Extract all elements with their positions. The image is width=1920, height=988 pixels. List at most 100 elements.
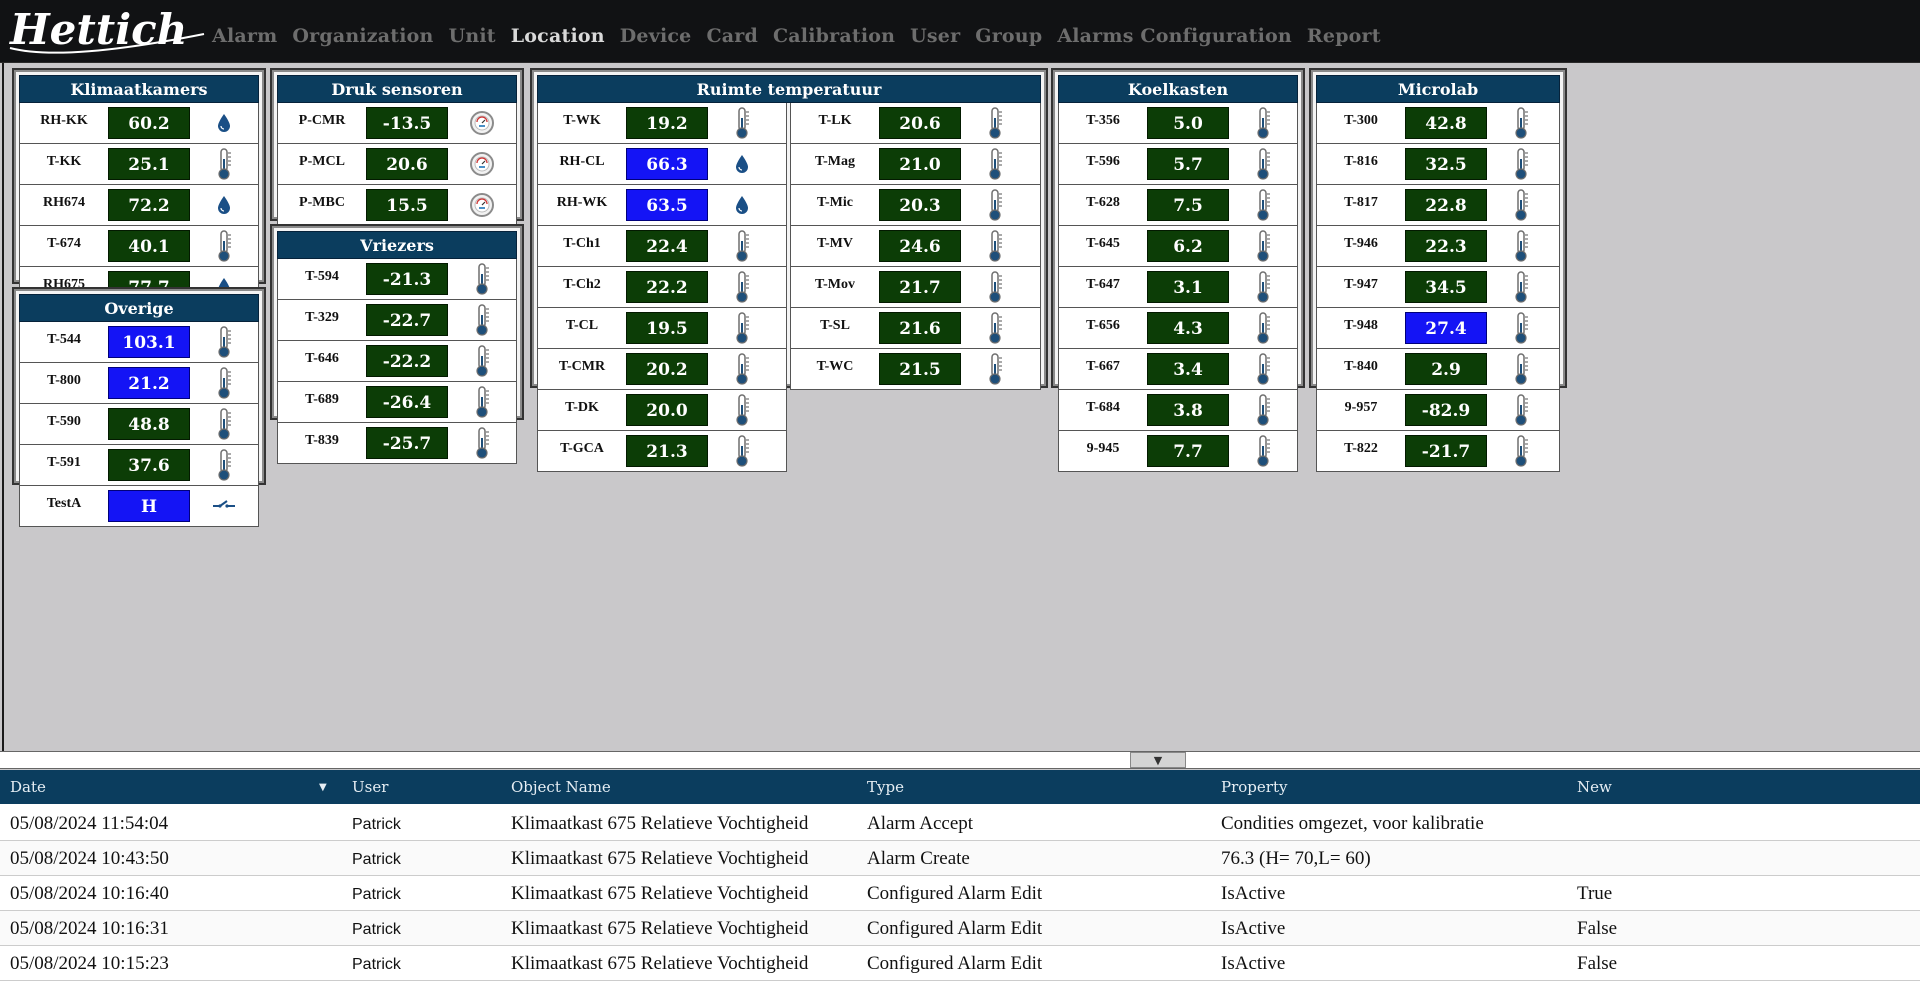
column-header-user[interactable]: User [352,778,389,796]
sensor-value[interactable]: 20.2 [626,353,708,385]
sensor-row[interactable]: T-596 5.7 [1058,144,1298,185]
sensor-value[interactable]: -22.7 [366,304,448,336]
sensor-row[interactable]: T-822 -21.7 [1316,431,1560,472]
nav-group[interactable]: Group [975,25,1043,47]
sensor-row[interactable]: T-948 27.4 [1316,308,1560,349]
sensor-value[interactable]: 21.6 [879,312,961,344]
column-header-property[interactable]: Property [1221,778,1288,796]
sensor-value[interactable]: 20.6 [879,107,961,139]
sensor-value[interactable]: 42.8 [1405,107,1487,139]
sensor-row[interactable]: T-GCA 21.3 [537,431,787,472]
sensor-value[interactable]: 21.3 [626,435,708,467]
sensor-row[interactable]: T-356 5.0 [1058,103,1298,144]
sensor-row[interactable]: T-591 37.6 [19,445,259,486]
sensor-value[interactable]: 2.9 [1405,353,1487,385]
sensor-value[interactable]: -25.7 [366,427,448,459]
column-header-date[interactable]: Date [10,778,46,796]
sensor-value[interactable]: 25.1 [108,148,190,180]
sensor-value[interactable]: 7.7 [1147,435,1229,467]
sensor-row[interactable]: TestA H [19,486,259,527]
sensor-value[interactable]: -26.4 [366,386,448,418]
sensor-row[interactable]: T-Ch1 22.4 [537,226,787,267]
column-header-type[interactable]: Type [867,778,904,796]
nav-alarms-configuration[interactable]: Alarms Configuration [1057,25,1292,47]
sensor-value[interactable]: 40.1 [108,230,190,262]
sensor-value[interactable]: 5.7 [1147,148,1229,180]
sensor-row[interactable]: RH-WK 63.5 [537,185,787,226]
sensor-value[interactable]: 22.8 [1405,189,1487,221]
column-header-object-name[interactable]: Object Name [511,778,611,796]
sensor-value[interactable]: 4.3 [1147,312,1229,344]
sensor-value[interactable]: H [108,490,190,522]
sensor-row[interactable]: T-647 3.1 [1058,267,1298,308]
table-row[interactable]: 05/08/2024 10:16:31 Patrick Klimaatkast 67… [0,911,1920,946]
sensor-row[interactable]: T-MV 24.6 [790,226,1041,267]
sensor-value[interactable]: 34.5 [1405,271,1487,303]
sensor-row[interactable]: T-800 21.2 [19,363,259,404]
sensor-row[interactable]: 9-945 7.7 [1058,431,1298,472]
collapse-toggle-button[interactable]: ▼ [1130,752,1186,768]
sensor-row[interactable]: T-Mag 21.0 [790,144,1041,185]
sensor-value[interactable]: 60.2 [108,107,190,139]
nav-calibration[interactable]: Calibration [772,25,896,47]
nav-device[interactable]: Device [619,25,692,47]
sensor-value[interactable]: 20.3 [879,189,961,221]
sensor-row[interactable]: 9-957 -82.9 [1316,390,1560,431]
sensor-value[interactable]: 22.4 [626,230,708,262]
nav-alarm[interactable]: Alarm [212,25,278,47]
sensor-row[interactable]: T-689 -26.4 [277,382,517,423]
sensor-value[interactable]: 37.6 [108,449,190,481]
sensor-value[interactable]: 20.6 [366,148,448,180]
table-row[interactable]: 05/08/2024 10:16:40 Patrick Klimaatkast 67… [0,876,1920,911]
sensor-row[interactable]: T-590 48.8 [19,404,259,445]
sensor-value[interactable]: 27.4 [1405,312,1487,344]
sensor-row[interactable]: T-667 3.4 [1058,349,1298,390]
sensor-value[interactable]: 5.0 [1147,107,1229,139]
sensor-row[interactable]: T-628 7.5 [1058,185,1298,226]
sensor-row[interactable]: T-CL 19.5 [537,308,787,349]
sensor-value[interactable]: 20.0 [626,394,708,426]
sensor-row[interactable]: T-656 4.3 [1058,308,1298,349]
sensor-row[interactable]: T-DK 20.0 [537,390,787,431]
sensor-row[interactable]: P-MCL 20.6 [277,144,517,185]
sensor-value[interactable]: 21.2 [108,367,190,399]
sensor-row[interactable]: T-Mov 21.7 [790,267,1041,308]
sensor-row[interactable]: T-329 -22.7 [277,300,517,341]
sensor-value[interactable]: 24.6 [879,230,961,262]
sensor-row[interactable]: T-SL 21.6 [790,308,1041,349]
sensor-row[interactable]: T-816 32.5 [1316,144,1560,185]
nav-location[interactable]: Location [510,25,605,47]
table-row[interactable]: 05/08/2024 11:54:04 Patrick Klimaatkast 67… [0,806,1920,841]
sensor-row[interactable]: T-674 40.1 [19,226,259,267]
panel-splitter[interactable]: ▼ [0,751,1920,769]
sensor-value[interactable]: -82.9 [1405,394,1487,426]
nav-user[interactable]: User [910,25,961,47]
nav-card[interactable]: Card [706,25,758,47]
sensor-value[interactable]: 72.2 [108,189,190,221]
sensor-row[interactable]: T-300 42.8 [1316,103,1560,144]
sensor-row[interactable]: T-645 6.2 [1058,226,1298,267]
sensor-value[interactable]: -22.2 [366,345,448,377]
sensor-row[interactable]: T-840 2.9 [1316,349,1560,390]
sensor-row[interactable]: T-Ch2 22.2 [537,267,787,308]
sensor-value[interactable]: 6.2 [1147,230,1229,262]
table-row[interactable]: 05/08/2024 10:15:23 Patrick Klimaatkast 67… [0,946,1920,981]
sensor-value[interactable]: 19.2 [626,107,708,139]
sensor-row[interactable]: T-544 103.1 [19,322,259,363]
sensor-value[interactable]: 21.0 [879,148,961,180]
sensor-value[interactable]: 103.1 [108,326,190,358]
sensor-value[interactable]: 22.3 [1405,230,1487,262]
sensor-row[interactable]: RH-KK 60.2 [19,103,259,144]
sensor-value[interactable]: 3.8 [1147,394,1229,426]
column-header-new[interactable]: New [1577,778,1612,796]
sensor-row[interactable]: T-CMR 20.2 [537,349,787,390]
sensor-row[interactable]: T-LK 20.6 [790,103,1041,144]
sensor-value[interactable]: 66.3 [626,148,708,180]
nav-report[interactable]: Report [1306,25,1381,47]
sensor-row[interactable]: T-684 3.8 [1058,390,1298,431]
sensor-row[interactable]: T-594 -21.3 [277,259,517,300]
sensor-row[interactable]: T-947 34.5 [1316,267,1560,308]
sensor-value[interactable]: 3.4 [1147,353,1229,385]
sensor-row[interactable]: RH-CL 66.3 [537,144,787,185]
sensor-value[interactable]: -21.7 [1405,435,1487,467]
